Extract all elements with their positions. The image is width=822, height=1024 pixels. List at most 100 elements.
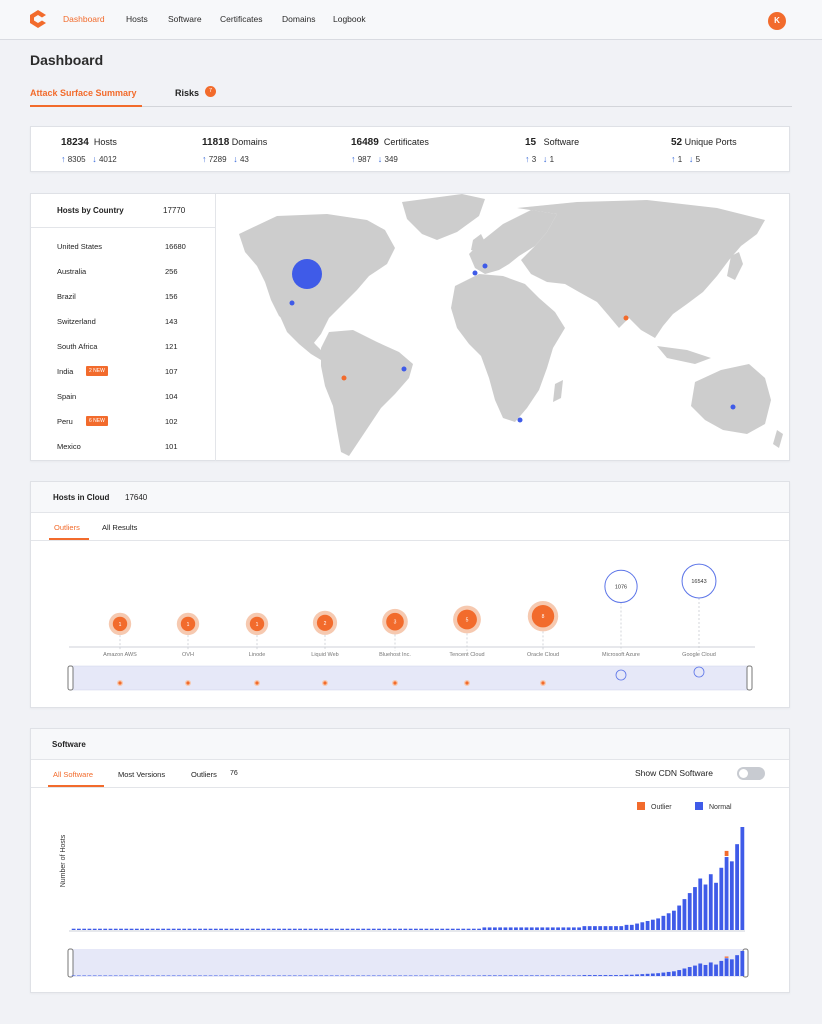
- bar[interactable]: [556, 927, 560, 930]
- bar[interactable]: [224, 928, 229, 930]
- bar[interactable]: [598, 926, 603, 930]
- bar[interactable]: [208, 928, 213, 930]
- tab-outliers[interactable]: Outliers: [54, 523, 80, 532]
- nav-software[interactable]: Software: [168, 14, 202, 24]
- cloud-bubble[interactable]: [180, 616, 196, 632]
- bar[interactable]: [145, 928, 150, 930]
- country-row[interactable]: Peru 6 NEW 102: [31, 416, 216, 433]
- bar[interactable]: [377, 928, 381, 930]
- bar[interactable]: [313, 928, 318, 930]
- bar[interactable]: [256, 928, 260, 930]
- bar[interactable]: [234, 928, 239, 930]
- bar[interactable]: [519, 927, 524, 930]
- bar[interactable]: [292, 928, 297, 930]
- country-row[interactable]: Mexico 101: [31, 442, 216, 458]
- bar[interactable]: [561, 927, 566, 930]
- bar[interactable]: [492, 927, 497, 930]
- bar[interactable]: [124, 928, 129, 930]
- bar[interactable]: [350, 928, 355, 930]
- bar[interactable]: [182, 928, 187, 930]
- range-handle-right[interactable]: [746, 665, 753, 691]
- bar[interactable]: [740, 827, 745, 930]
- bar[interactable]: [698, 878, 703, 931]
- software-bar-chart[interactable]: Outlier Normal Number of Hosts: [31, 789, 789, 992]
- map-marker-brazil[interactable]: [401, 366, 407, 372]
- software-range-selector[interactable]: [71, 949, 745, 977]
- bar[interactable]: [187, 928, 192, 930]
- country-row[interactable]: Australia 256: [31, 267, 216, 283]
- stat-domains[interactable]: 11818 Domains ↑ 7289 ↓ 43: [202, 137, 267, 164]
- country-row[interactable]: Spain 104: [31, 392, 216, 408]
- bar[interactable]: [71, 928, 76, 930]
- bar[interactable]: [535, 927, 539, 930]
- user-avatar[interactable]: K: [768, 12, 786, 30]
- cloud-bubble[interactable]: [457, 609, 477, 630]
- bar[interactable]: [308, 928, 313, 930]
- bar[interactable]: [261, 928, 266, 930]
- bar[interactable]: [629, 924, 634, 930]
- bar[interactable]: [266, 928, 271, 930]
- bar[interactable]: [155, 928, 160, 930]
- bar[interactable]: [82, 928, 87, 930]
- cloud-bubble[interactable]: [531, 604, 555, 628]
- bar[interactable]: [682, 899, 687, 930]
- map-marker-australia[interactable]: [730, 404, 736, 410]
- bar[interactable]: [329, 928, 334, 930]
- map-marker-united-states[interactable]: [292, 259, 322, 289]
- bar[interactable]: [398, 928, 402, 930]
- bar[interactable]: [298, 928, 302, 930]
- bar[interactable]: [303, 928, 308, 930]
- bar[interactable]: [150, 928, 155, 930]
- bar[interactable]: [366, 928, 371, 930]
- bar[interactable]: [461, 928, 466, 930]
- bar[interactable]: [287, 928, 292, 930]
- bar[interactable]: [693, 887, 697, 930]
- bar[interactable]: [666, 913, 671, 930]
- bar[interactable]: [98, 928, 102, 930]
- bar[interactable]: [140, 928, 144, 930]
- bar[interactable]: [219, 928, 223, 930]
- bar[interactable]: [571, 927, 576, 930]
- cloud-bubble[interactable]: [249, 616, 265, 632]
- bar[interactable]: [345, 928, 350, 930]
- bar[interactable]: [677, 905, 682, 930]
- bar[interactable]: [661, 915, 666, 930]
- bar[interactable]: [466, 928, 471, 930]
- cloud-bubble[interactable]: [112, 616, 128, 632]
- map-marker-switzerland[interactable]: [482, 263, 488, 269]
- map-marker-mexico[interactable]: [289, 300, 295, 306]
- bar[interactable]: [445, 928, 450, 930]
- bar[interactable]: [229, 928, 234, 930]
- show-cdn-toggle[interactable]: [737, 767, 765, 780]
- bar[interactable]: [192, 928, 197, 930]
- bar[interactable]: [456, 928, 460, 930]
- nav-hosts[interactable]: Hosts: [126, 14, 148, 24]
- tab-outliers[interactable]: Outliers: [191, 770, 217, 779]
- bar[interactable]: [471, 928, 476, 930]
- bar[interactable]: [624, 924, 629, 930]
- bar[interactable]: [108, 928, 113, 930]
- nav-logbook[interactable]: Logbook: [333, 14, 366, 24]
- map-marker-spain[interactable]: [472, 270, 478, 276]
- bar[interactable]: [435, 928, 439, 930]
- bar[interactable]: [708, 874, 713, 930]
- bar[interactable]: [477, 928, 481, 930]
- bar[interactable]: [603, 926, 608, 930]
- outlier-bar[interactable]: [724, 850, 729, 857]
- bar[interactable]: [577, 927, 582, 930]
- bar[interactable]: [635, 923, 639, 930]
- bar[interactable]: [656, 918, 661, 930]
- bar[interactable]: [619, 926, 624, 930]
- bar[interactable]: [198, 928, 202, 930]
- bar[interactable]: [508, 927, 513, 930]
- bar[interactable]: [92, 928, 97, 930]
- bar[interactable]: [166, 928, 171, 930]
- bar[interactable]: [540, 927, 545, 930]
- tab-all-software[interactable]: All Software: [53, 770, 94, 779]
- bar[interactable]: [335, 928, 339, 930]
- bar[interactable]: [324, 928, 329, 930]
- bar[interactable]: [414, 928, 418, 930]
- cloud-bubble[interactable]: [386, 612, 404, 631]
- bar[interactable]: [640, 922, 645, 930]
- range-handle-left[interactable]: [67, 665, 74, 691]
